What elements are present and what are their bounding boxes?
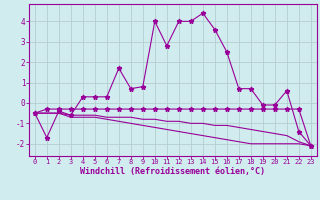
X-axis label: Windchill (Refroidissement éolien,°C): Windchill (Refroidissement éolien,°C) (80, 167, 265, 176)
